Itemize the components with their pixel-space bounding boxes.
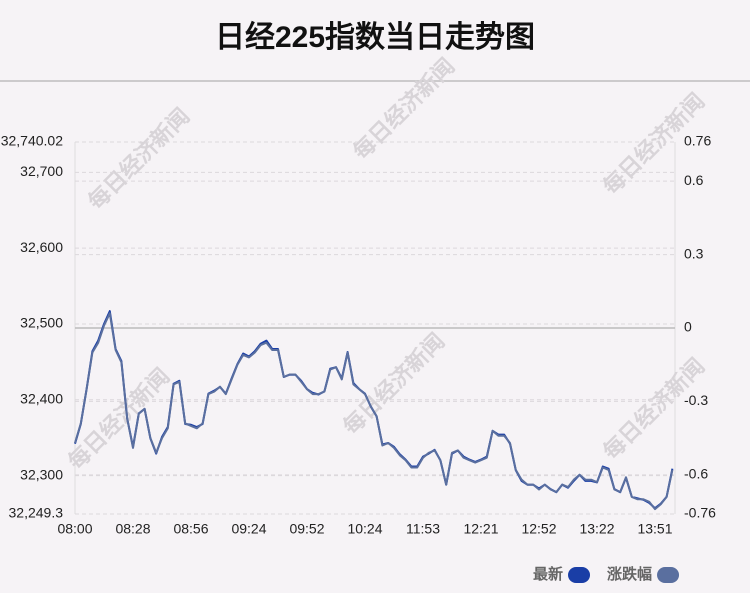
- watermark: 每日经济新闻: [348, 53, 459, 164]
- x-tick-label: 12:21: [463, 521, 498, 537]
- x-tick-label: 10:24: [347, 521, 382, 537]
- y-tick-label: 32,300: [20, 466, 63, 482]
- x-tick-label: 13:22: [579, 521, 614, 537]
- y2-tick-label: 0.3: [684, 245, 704, 261]
- y2-tick-label: 0.6: [684, 172, 704, 188]
- x-tick-label: 11:53: [406, 521, 440, 537]
- y-tick-label: 32,740.02: [1, 133, 63, 149]
- y2-tick-label: 0: [684, 319, 692, 335]
- chart-title: 日经225指数当日走势图: [215, 20, 535, 54]
- y2-tick-label: -0.6: [684, 466, 708, 482]
- x-tick-label: 12:52: [521, 521, 556, 537]
- x-tick-label: 08:00: [57, 521, 92, 537]
- y2-tick-label: 0.76: [684, 133, 711, 149]
- y-tick-label: 32,249.3: [9, 505, 64, 521]
- x-tick-label: 08:56: [173, 521, 208, 537]
- legend-swatch: [657, 567, 680, 583]
- legend-swatch: [568, 567, 591, 583]
- x-tick-label: 09:24: [231, 521, 266, 537]
- y2-tick-label: -0.3: [684, 392, 708, 408]
- watermark: 每日经济新闻: [598, 353, 709, 464]
- y-tick-label: 32,600: [20, 239, 63, 255]
- y-tick-label: 32,400: [20, 390, 63, 406]
- x-tick-label: 08:28: [115, 521, 150, 537]
- y-tick-label: 32,700: [20, 163, 63, 179]
- watermark: 每日经济新闻: [63, 363, 174, 474]
- watermark: 每日经济新闻: [83, 103, 194, 214]
- y2-tick-label: -0.76: [684, 505, 716, 521]
- y-tick-label: 32,500: [20, 315, 63, 331]
- line-series: [74, 312, 674, 511]
- legend-label: 最新: [533, 565, 563, 583]
- legend-label: 涨跌幅: [607, 565, 652, 583]
- x-tick-label: 09:52: [289, 521, 324, 537]
- x-tick-label: 13:51: [637, 521, 672, 537]
